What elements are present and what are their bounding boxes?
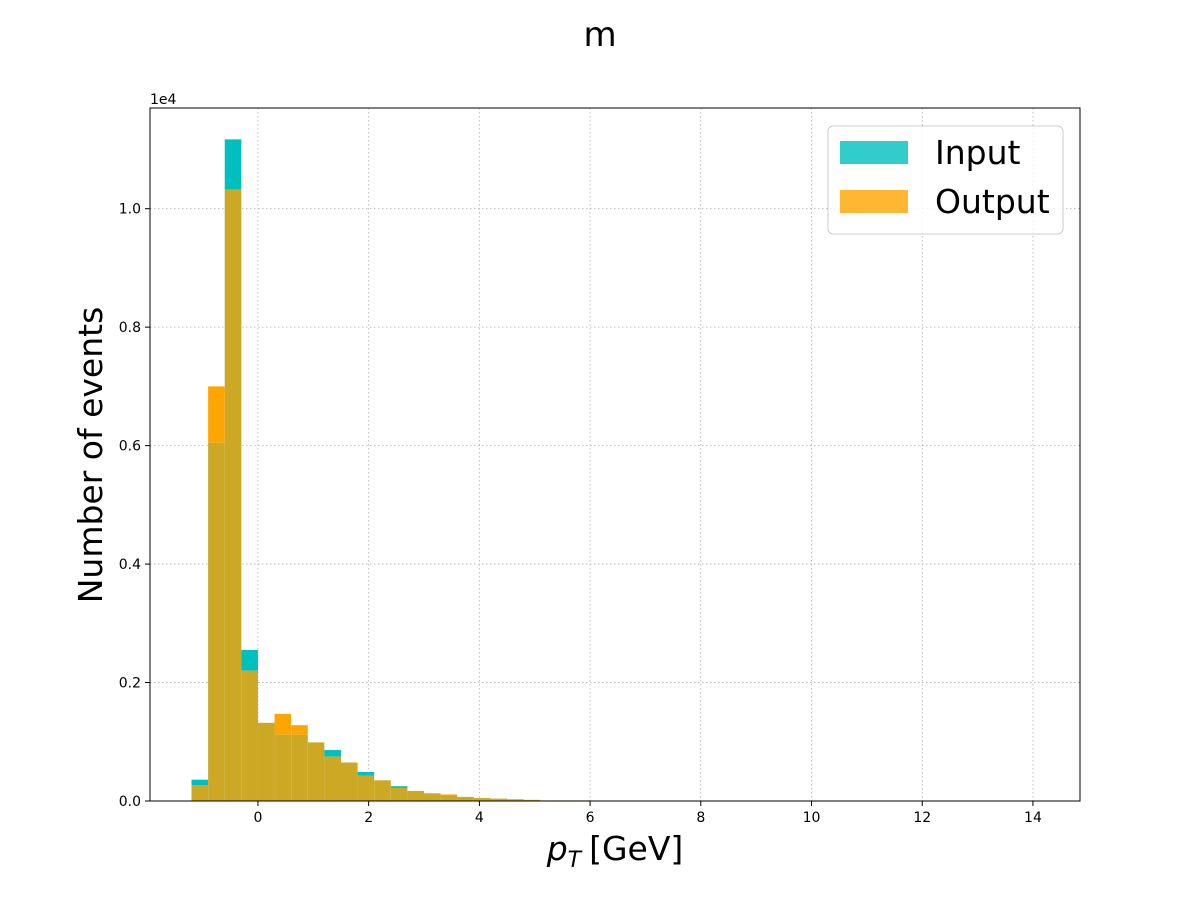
bar-overlap-3 bbox=[241, 670, 258, 801]
bar-input-0 bbox=[191, 779, 209, 786]
bar-output-6 bbox=[291, 725, 308, 735]
bar-overlap-0 bbox=[191, 785, 209, 801]
ticks-layer: 0 2 4 6 8 10 12 14 0.0 0.2 0.4 0.6 0.8 1.0 bbox=[119, 202, 1042, 826]
legend-swatch-output bbox=[840, 190, 908, 213]
y-tick-label-4: 0.8 bbox=[119, 320, 141, 336]
y-tick-label-0: 0.0 bbox=[119, 794, 141, 810]
bar-overlap-13 bbox=[407, 790, 425, 801]
bar-overlap-5 bbox=[274, 734, 292, 801]
bar-overlap-16 bbox=[457, 796, 474, 801]
bar-overlap-11 bbox=[374, 780, 391, 801]
bar-input-10 bbox=[357, 771, 375, 776]
chart-title: m bbox=[583, 15, 616, 55]
x-tick-label-7: 14 bbox=[1024, 810, 1042, 826]
x-tick-label-0: 0 bbox=[253, 810, 262, 826]
bar-overlap-18 bbox=[490, 798, 508, 801]
bar-overlap-10 bbox=[357, 775, 375, 801]
legend-label-input: Input bbox=[935, 133, 1021, 172]
bar-overlap-9 bbox=[340, 762, 358, 801]
bar-input-3 bbox=[241, 649, 258, 671]
x-tick-label-6: 12 bbox=[913, 810, 931, 826]
x-axis-label: pT [GeV] bbox=[546, 829, 684, 873]
bar-output-5 bbox=[274, 713, 292, 735]
bar-input-8 bbox=[324, 750, 341, 757]
bar-overlap-20 bbox=[523, 799, 541, 801]
y-tick-label-5: 1.0 bbox=[119, 202, 141, 218]
x-tick-label-1: 2 bbox=[364, 810, 373, 826]
bar-overlap-12 bbox=[390, 787, 408, 801]
bar-overlap-6 bbox=[291, 734, 308, 801]
y-offset-text: 1e4 bbox=[150, 92, 177, 108]
x-axis-label-subscript: T bbox=[568, 848, 583, 873]
bar-output-15 bbox=[440, 794, 458, 796]
legend-label-output: Output bbox=[935, 182, 1050, 221]
x-tick-label-4: 8 bbox=[696, 810, 705, 826]
y-tick-label-1: 0.2 bbox=[119, 676, 141, 692]
x-axis-label-unit: [GeV] bbox=[589, 829, 683, 868]
bar-overlap-7 bbox=[307, 742, 325, 801]
bar-overlap-4 bbox=[257, 722, 275, 801]
legend-swatch-input bbox=[840, 141, 908, 164]
y-tick-label-2: 0.4 bbox=[119, 557, 141, 573]
legend: Input Output bbox=[827, 125, 1064, 235]
plot-frame bbox=[149, 107, 1081, 802]
y-axis-label: Number of events bbox=[71, 307, 110, 604]
bar-overlap-2 bbox=[224, 189, 242, 801]
bar-overlap-17 bbox=[473, 798, 491, 801]
grid-layer bbox=[150, 108, 1080, 802]
x-tick-label-3: 6 bbox=[586, 810, 595, 826]
bar-overlap-14 bbox=[424, 793, 441, 801]
bar-output-1 bbox=[208, 386, 225, 443]
bar-input-12 bbox=[390, 786, 408, 788]
y-tick-label-3: 0.6 bbox=[119, 439, 141, 455]
x-axis-label-symbol: p bbox=[546, 829, 568, 868]
bar-overlap-15 bbox=[440, 795, 458, 801]
bar-overlap-19 bbox=[507, 799, 524, 801]
x-tick-label-5: 10 bbox=[803, 810, 821, 826]
bar-overlap-8 bbox=[324, 756, 341, 801]
x-tick-label-2: 4 bbox=[475, 810, 484, 826]
bar-overlap-1 bbox=[208, 442, 225, 801]
bars-layer bbox=[191, 139, 591, 801]
bar-input-2 bbox=[224, 139, 242, 190]
